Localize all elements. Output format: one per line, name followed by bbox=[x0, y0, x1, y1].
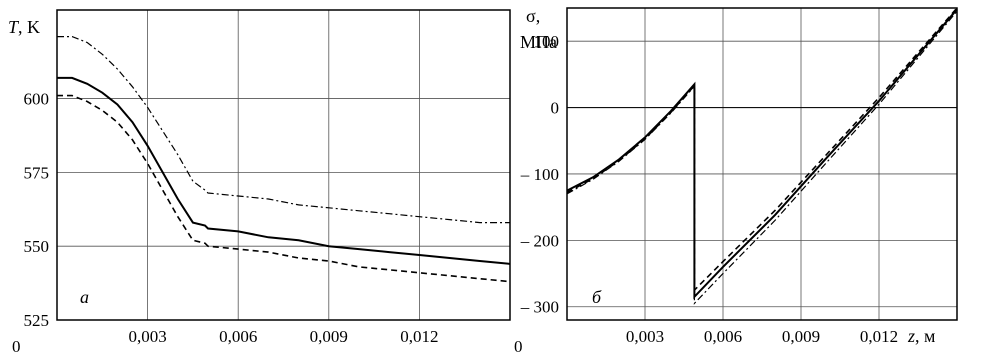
panel-b-x-tick-label: 0,012 bbox=[860, 327, 898, 346]
panel-a-y-tick-label: 550 bbox=[24, 237, 50, 256]
panel-a-grid bbox=[57, 10, 510, 320]
panel-b-y-tick-label: – 200 bbox=[520, 231, 559, 250]
panel-b-x-axis-label: z, м bbox=[907, 326, 935, 346]
panel-b-y-tick-label: – 100 bbox=[520, 165, 559, 184]
panel-b-x-tick-labels: 0,003 0,006 0,009 0,012 bbox=[626, 327, 898, 346]
panel-a-y-tick-label: 525 bbox=[24, 311, 50, 330]
panel-a-y-axis-label: T, K bbox=[8, 17, 40, 37]
panel-a-series bbox=[57, 35, 511, 283]
panel-a-series-dashdot-line bbox=[57, 35, 510, 224]
panel-b-series bbox=[566, 7, 958, 305]
panel-a-origin-label: 0 bbox=[12, 337, 21, 356]
panel-a-plot-frame bbox=[56, 9, 511, 321]
panel-b-plot-frame bbox=[566, 7, 958, 321]
panel-b-x-tick-label: 0,006 bbox=[704, 327, 742, 346]
panel-a-y-tick-label: 600 bbox=[24, 90, 50, 109]
panel-b-x-axis-unit: , м bbox=[915, 326, 935, 346]
panel-a-series-dashed-line bbox=[57, 94, 511, 283]
panel-b-series-solid-line bbox=[566, 8, 958, 300]
panel-b-y-tick-labels: 100 0 – 100 – 200 – 300 bbox=[520, 32, 559, 317]
panel-b-series-dashed-line bbox=[566, 7, 958, 293]
panel-b-x-axis-symbol: z bbox=[907, 326, 915, 346]
panel-b-y-tick-label: – 300 bbox=[520, 298, 559, 317]
panel-a-temperature-chart: 0,003 0,006 0,009 0,012 525 550 575 600 0 T, K… bbox=[8, 9, 511, 356]
panel-a-x-tick-labels: 0,003 0,006 0,009 0,012 bbox=[128, 327, 438, 346]
panel-b-origin-label: 0 bbox=[514, 337, 523, 356]
panel-a-x-tick-label: 0,012 bbox=[400, 327, 438, 346]
panel-a-y-tick-labels: 525 550 575 600 bbox=[24, 90, 50, 330]
panel-b-grid bbox=[567, 8, 957, 320]
panel-b-x-tick-label: 0,003 bbox=[626, 327, 664, 346]
panel-b-stress-chart: 0,003 0,006 0,009 0,012 100 0 – 100 – 200 – 300… bbox=[514, 6, 958, 356]
panel-b-x-tick-label: 0,009 bbox=[782, 327, 820, 346]
panel-b-y-axis-label-unit: МПа bbox=[520, 32, 557, 52]
panel-a-y-tick-label: 575 bbox=[24, 163, 50, 182]
panel-b-series-dashdot-line bbox=[566, 10, 958, 305]
panel-a-y-axis-symbol: T bbox=[8, 17, 20, 37]
panel-b-label: б bbox=[592, 287, 602, 307]
panel-a-x-tick-label: 0,009 bbox=[310, 327, 348, 346]
panel-a-series-solid-line bbox=[57, 76, 511, 265]
panel-b-y-axis-label-symbol: σ, bbox=[526, 6, 540, 26]
panel-a-x-tick-label: 0,006 bbox=[219, 327, 257, 346]
panel-a-x-tick-label: 0,003 bbox=[128, 327, 166, 346]
panel-b-y-tick-label: 0 bbox=[551, 99, 560, 118]
panel-b-y-tick-label: 100 bbox=[534, 32, 560, 51]
panel-a-y-axis-unit: , K bbox=[18, 17, 40, 37]
panel-a-label: а bbox=[80, 287, 89, 307]
